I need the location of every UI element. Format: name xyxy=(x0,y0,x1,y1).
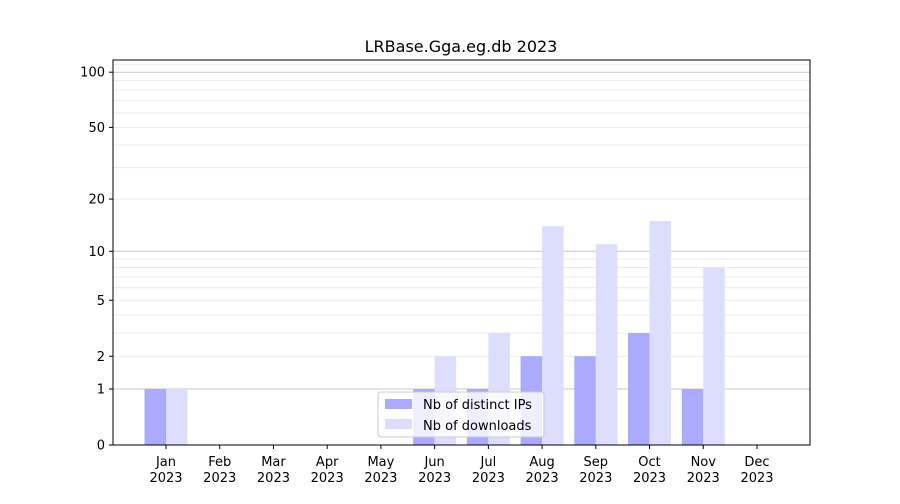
chart-title: LRBase.Gga.eg.db 2023 xyxy=(365,37,558,56)
x-tick-label-year: 2023 xyxy=(203,471,236,486)
x-tick-label-year: 2023 xyxy=(149,471,182,486)
x-tick-label-year: 2023 xyxy=(418,471,451,486)
x-tick-label-month: Mar xyxy=(261,455,286,470)
x-tick-label-month: Aug xyxy=(529,455,554,470)
y-tick-label: 1 xyxy=(97,383,105,398)
y-tick-label: 2 xyxy=(97,350,105,365)
x-tick-label-year: 2023 xyxy=(257,471,290,486)
y-tick-label: 0 xyxy=(97,439,105,454)
bar-distinct-ips xyxy=(681,389,704,445)
bar-downloads xyxy=(595,244,618,445)
y-tick-label: 20 xyxy=(88,193,105,208)
x-tick-label-year: 2023 xyxy=(526,471,559,486)
x-tick-label-month: Nov xyxy=(691,455,717,470)
legend-label-ips: Nb of distinct IPs xyxy=(423,398,532,413)
x-tick-label-month: May xyxy=(367,455,394,470)
plot-frame xyxy=(112,59,811,446)
x-tick-label-month: Jul xyxy=(480,455,497,470)
x-tick-label-year: 2023 xyxy=(687,471,720,486)
legend-label-downloads: Nb of downloads xyxy=(423,419,532,434)
x-tick-label-year: 2023 xyxy=(311,471,344,486)
y-tick-label: 100 xyxy=(80,66,105,81)
bar-downloads xyxy=(542,226,564,445)
bar-downloads xyxy=(166,389,188,445)
y-axis: 0 1 2 5 10 20 50 100 xyxy=(80,66,113,454)
bar-downloads xyxy=(703,267,725,445)
x-tick-label-month: Apr xyxy=(316,455,339,470)
x-tick-label-month: Dec xyxy=(744,455,769,470)
x-tick-label-month: Sep xyxy=(584,455,609,470)
legend-swatch-downloads xyxy=(385,419,412,429)
y-tick-label: 10 xyxy=(88,245,105,260)
x-tick-label-year: 2023 xyxy=(364,471,397,486)
x-tick-label-year: 2023 xyxy=(633,471,666,486)
y-tick-label: 5 xyxy=(97,294,105,309)
legend-box xyxy=(377,391,545,438)
bar-distinct-ips xyxy=(144,389,166,445)
bar-distinct-ips xyxy=(574,356,596,445)
x-tick-label-month: Jun xyxy=(423,455,444,470)
bar-downloads xyxy=(649,221,672,445)
bar-distinct-ips xyxy=(628,333,650,445)
x-tick-label-year: 2023 xyxy=(740,471,773,486)
x-tick-label-year: 2023 xyxy=(579,471,612,486)
x-tick-label-month: Jan xyxy=(155,455,176,470)
x-axis: Jan2023Feb2023Mar2023Apr2023May2023Jun20… xyxy=(149,445,774,486)
y-tick-label: 50 xyxy=(88,121,105,136)
legend-swatch-ips xyxy=(385,399,412,409)
x-tick-label-month: Feb xyxy=(208,455,231,470)
x-tick-label-month: Oct xyxy=(638,455,660,470)
legend: Nb of distinct IPs Nb of downloads xyxy=(377,391,545,438)
x-tick-label-year: 2023 xyxy=(472,471,505,486)
